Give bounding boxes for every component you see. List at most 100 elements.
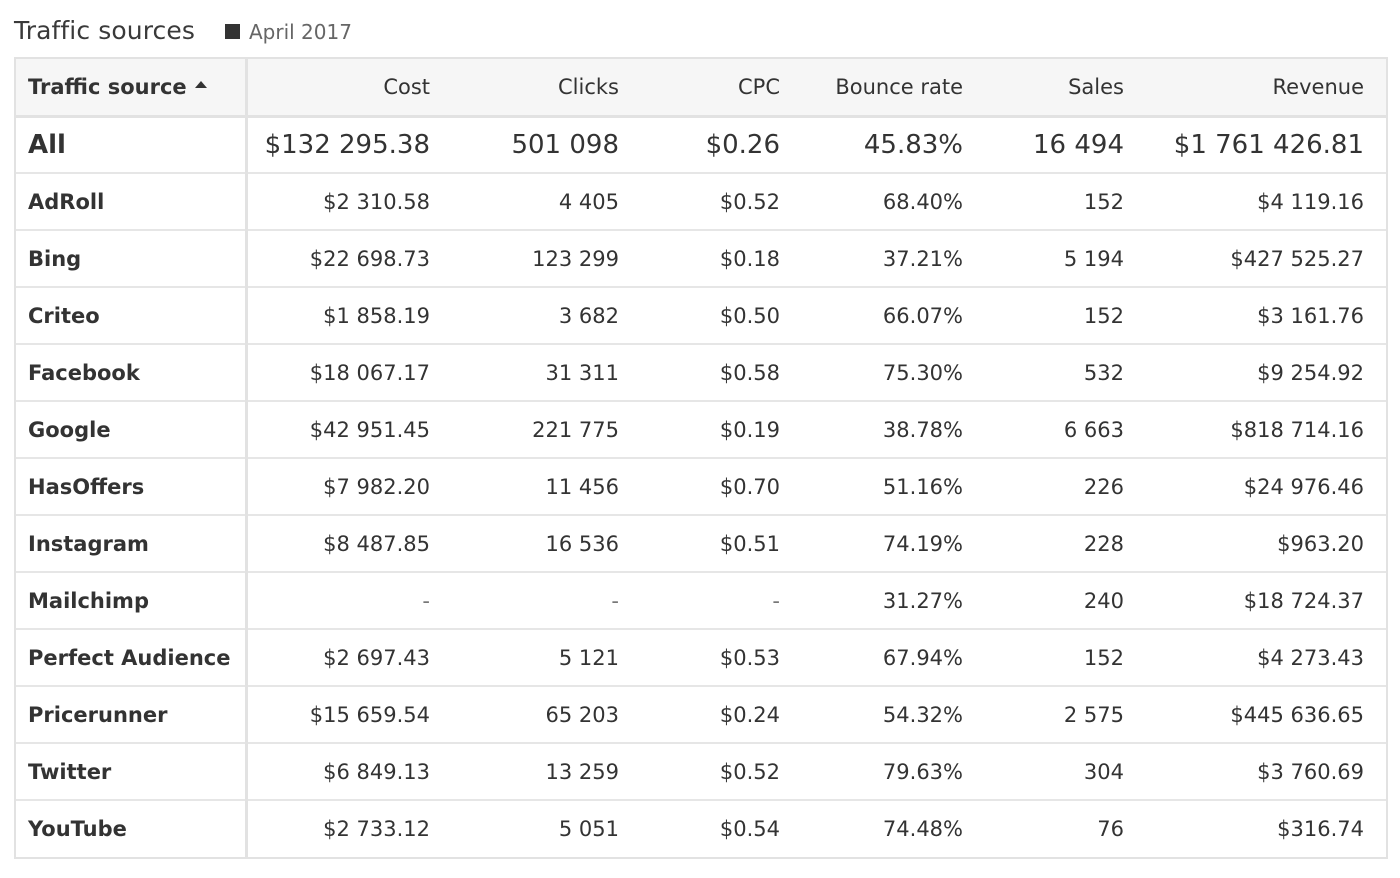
cost-cell: $1 858.19 [246, 286, 452, 344]
sales-cell: 228 [985, 514, 1146, 572]
clicks-cell: 5 051 [452, 799, 641, 857]
clicks-cell: 5 121 [452, 628, 641, 686]
source-cell: YouTube [16, 799, 248, 857]
bounce-rate-cell: 68.40% [802, 172, 985, 230]
table-row[interactable]: AdRoll $2 310.58 4 405 $0.52 68.40% 152 $4 119… [16, 172, 1386, 230]
table-row[interactable]: Mailchimp - - -31.27% 240 $18 724.37 [16, 571, 1386, 629]
source-cell: Perfect Audience [16, 628, 248, 686]
clicks-cell: 65 203 [452, 685, 641, 743]
cost-cell: $18 067.17 [246, 343, 452, 401]
source-cell: Criteo [16, 286, 248, 344]
cost-cell: - [246, 571, 452, 629]
cpc-cell: $0.54 [641, 799, 802, 857]
cpc-cell: $0.53 [641, 628, 802, 686]
bounce-rate-cell: 79.63% [802, 742, 985, 800]
cost-cell: $42 951.45 [246, 400, 452, 458]
cost-cell: $22 698.73 [246, 229, 452, 287]
revenue-cell: $4 119.16 [1146, 172, 1386, 230]
column-header-traffic-source[interactable]: Traffic source [16, 59, 248, 117]
source-cell: Instagram [16, 514, 248, 572]
revenue-cell: $3 161.76 [1146, 286, 1386, 344]
cpc-cell: $0.52 [641, 172, 802, 230]
sales-cell: 240 [985, 571, 1146, 629]
legend-label: April 2017 [248, 19, 352, 44]
clicks-cell: 221 775 [452, 400, 641, 458]
bounce-rate-cell: 54.32% [802, 685, 985, 743]
table-row[interactable]: Bing $22 698.73 123 299 $0.18 37.21% 5 194 $42… [16, 229, 1386, 287]
cpc-cell: $0.50 [641, 286, 802, 344]
table-row[interactable]: Google $42 951.45 221 775 $0.19 38.78% 6 663 $… [16, 400, 1386, 458]
revenue-cell: $445 636.65 [1146, 685, 1386, 743]
clicks-cell: 31 311 [452, 343, 641, 401]
cost-cell: $2 697.43 [246, 628, 452, 686]
table-row[interactable]: YouTube $2 733.12 5 051 $0.54 74.48% 76 $316.7… [16, 799, 1386, 857]
source-cell: Google [16, 400, 248, 458]
sales-cell: 5 194 [985, 229, 1146, 287]
total-cost-cell: $132 295.38 [246, 114, 452, 173]
cpc-cell: - [641, 571, 802, 629]
table-row[interactable]: Instagram $8 487.85 16 536 $0.51 74.19% 228 $9… [16, 514, 1386, 572]
column-header-revenue[interactable]: Revenue [1146, 59, 1386, 117]
revenue-cell: $3 760.69 [1146, 742, 1386, 800]
revenue-cell: $24 976.46 [1146, 457, 1386, 515]
sales-cell: 152 [985, 172, 1146, 230]
cpc-cell: $0.70 [641, 457, 802, 515]
table-row[interactable]: HasOffers $7 982.20 11 456 $0.70 51.16% 226 $2… [16, 457, 1386, 515]
cost-cell: $2 310.58 [246, 172, 452, 230]
revenue-cell: $963.20 [1146, 514, 1386, 572]
table-row[interactable]: Facebook $18 067.17 31 311 $0.58 75.30% 532 $9… [16, 343, 1386, 401]
cost-cell: $6 849.13 [246, 742, 452, 800]
sales-cell: 152 [985, 628, 1146, 686]
source-cell: Bing [16, 229, 248, 287]
sales-cell: 76 [985, 799, 1146, 857]
column-header-clicks[interactable]: Clicks [452, 59, 641, 117]
bounce-rate-cell: 66.07% [802, 286, 985, 344]
total-clicks-cell: 501 098 [452, 114, 641, 173]
table-row[interactable]: Criteo $1 858.19 3 682 $0.50 66.07% 152 $3 161… [16, 286, 1386, 344]
cost-cell: $2 733.12 [246, 799, 452, 857]
column-header-label: Traffic source [28, 74, 187, 99]
bounce-rate-cell: 74.19% [802, 514, 985, 572]
revenue-cell: $316.74 [1146, 799, 1386, 857]
revenue-cell: $818 714.16 [1146, 400, 1386, 458]
cpc-cell: $0.58 [641, 343, 802, 401]
column-header-bounce-rate[interactable]: Bounce rate [802, 59, 985, 117]
clicks-cell: 16 536 [452, 514, 641, 572]
sales-cell: 152 [985, 286, 1146, 344]
table-row[interactable]: Perfect Audience $2 697.43 5 121 $0.53 67.94… [16, 628, 1386, 686]
column-header-cost[interactable]: Cost [246, 59, 452, 117]
legend: April 2017 [224, 19, 352, 44]
bounce-rate-cell: 67.94% [802, 628, 985, 686]
header: Traffic sources April 2017 [14, 10, 352, 50]
sales-cell: 226 [985, 457, 1146, 515]
table-header-row: Traffic source Cost Clicks CPC Bounce ra… [16, 59, 1386, 117]
table-row[interactable]: Pricerunner $15 659.54 65 203 $0.24 54.32% 2 … [16, 685, 1386, 743]
data-table: Traffic source Cost Clicks CPC Bounce ra… [16, 59, 1386, 857]
source-cell: AdRoll [16, 172, 248, 230]
sort-ascending-icon [194, 80, 207, 88]
bounce-rate-cell: 38.78% [802, 400, 985, 458]
column-header-cpc[interactable]: CPC [641, 59, 802, 117]
table-row[interactable]: Twitter $6 849.13 13 259 $0.52 79.63% 304 $3 7… [16, 742, 1386, 800]
cpc-cell: $0.52 [641, 742, 802, 800]
revenue-cell: $427 525.27 [1146, 229, 1386, 287]
cost-cell: $8 487.85 [246, 514, 452, 572]
page-title: Traffic sources [14, 15, 195, 45]
sales-cell: 6 663 [985, 400, 1146, 458]
cpc-cell: $0.24 [641, 685, 802, 743]
total-row: All $132 295.38 501 098 $0.26 45.83% 16 … [16, 114, 1386, 173]
clicks-cell: 13 259 [452, 742, 641, 800]
clicks-cell: 4 405 [452, 172, 641, 230]
source-cell: Twitter [16, 742, 248, 800]
source-cell: HasOffers [16, 457, 248, 515]
cost-cell: $15 659.54 [246, 685, 452, 743]
bounce-rate-cell: 75.30% [802, 343, 985, 401]
source-cell: Facebook [16, 343, 248, 401]
sales-cell: 2 575 [985, 685, 1146, 743]
total-cpc-cell: $0.26 [641, 114, 802, 173]
column-header-sales[interactable]: Sales [985, 59, 1146, 117]
source-cell: Pricerunner [16, 685, 248, 743]
revenue-cell: $9 254.92 [1146, 343, 1386, 401]
cpc-cell: $0.51 [641, 514, 802, 572]
traffic-sources-table: Traffic source Cost Clicks CPC Bounce ra… [14, 57, 1388, 859]
